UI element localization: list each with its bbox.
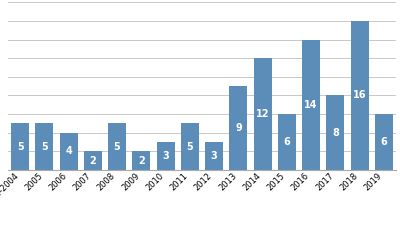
- Bar: [205, 142, 223, 170]
- Text: 6: 6: [284, 137, 290, 147]
- Text: 2: 2: [90, 156, 96, 166]
- Text: 3: 3: [211, 151, 218, 161]
- Bar: [108, 123, 126, 170]
- Bar: [229, 86, 248, 170]
- Text: 8: 8: [332, 128, 339, 138]
- Text: 4: 4: [65, 146, 72, 156]
- Text: 3: 3: [162, 151, 169, 161]
- Bar: [84, 151, 102, 170]
- Text: 5: 5: [41, 142, 48, 152]
- Text: 14: 14: [304, 100, 318, 110]
- Bar: [181, 123, 199, 170]
- Bar: [350, 21, 369, 170]
- Bar: [156, 142, 175, 170]
- Bar: [326, 95, 344, 170]
- Text: 16: 16: [353, 90, 366, 101]
- Bar: [35, 123, 54, 170]
- Text: 6: 6: [380, 137, 387, 147]
- Text: 5: 5: [114, 142, 120, 152]
- Text: 2: 2: [138, 156, 145, 166]
- Text: 5: 5: [186, 142, 193, 152]
- Bar: [60, 133, 78, 170]
- Text: 5: 5: [17, 142, 24, 152]
- Bar: [302, 40, 320, 170]
- Text: 9: 9: [235, 123, 242, 133]
- Text: 12: 12: [256, 109, 269, 119]
- Bar: [278, 114, 296, 170]
- Bar: [11, 123, 29, 170]
- Bar: [375, 114, 393, 170]
- Bar: [254, 58, 272, 170]
- Bar: [132, 151, 150, 170]
